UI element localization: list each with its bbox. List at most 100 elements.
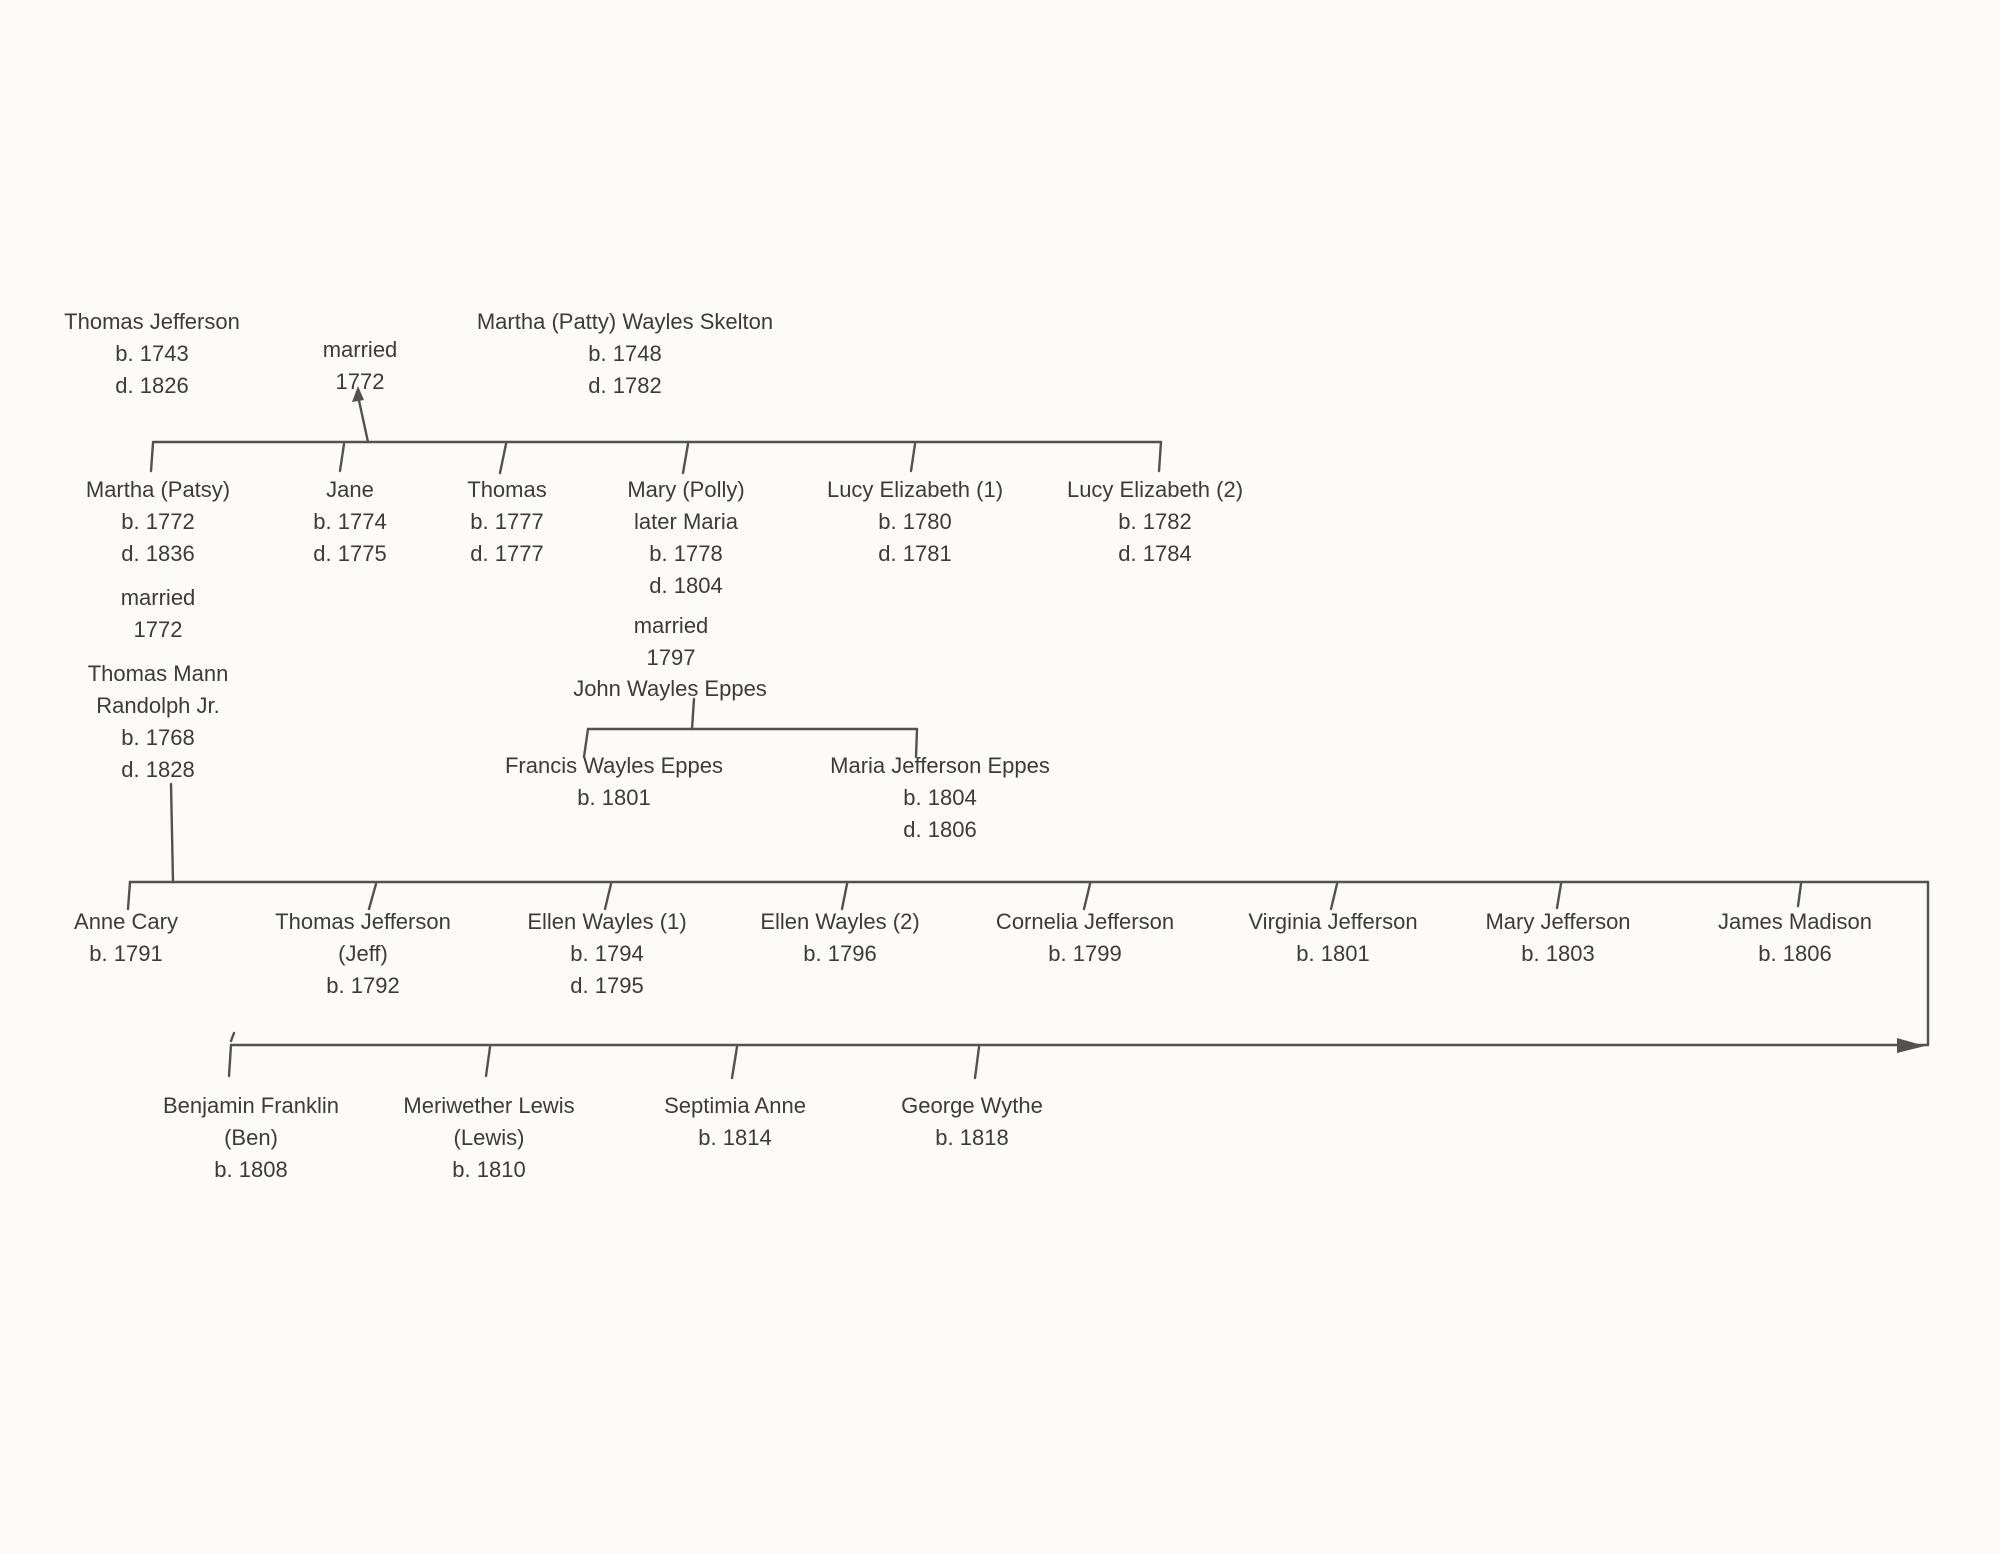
person-name: Thomas Jefferson bbox=[64, 309, 240, 334]
person-name: Virginia Jefferson bbox=[1248, 909, 1418, 934]
row1-tick-cornelia bbox=[1082, 882, 1092, 911]
person-died: d. 1828 bbox=[121, 757, 195, 782]
person-mary-jefferson: Mary Jefferson b. 1803 bbox=[1485, 906, 1630, 970]
row2-tick-lewis bbox=[484, 1045, 492, 1078]
person-name: Mary Jefferson bbox=[1485, 909, 1631, 934]
person-alias: later Maria bbox=[634, 509, 738, 534]
marriage-label: married bbox=[120, 585, 196, 610]
person-born: b. 1778 bbox=[649, 541, 723, 566]
person-died: d. 1795 bbox=[570, 973, 644, 998]
person-name: John Wayles Eppes bbox=[573, 676, 767, 701]
person-meriwether-lewis: Meriwether Lewis (Lewis) b. 1810 bbox=[403, 1090, 574, 1186]
person-lucy-elizabeth-1: Lucy Elizabeth (1) b. 1780 d. 1781 bbox=[827, 474, 1003, 570]
person-name: Martha (Patty) Wayles Skelton bbox=[476, 309, 774, 334]
person-born: b. 1808 bbox=[214, 1157, 288, 1182]
row1-tick-james bbox=[1796, 882, 1803, 908]
row1-tick-virginia bbox=[1329, 882, 1339, 911]
person-born: b. 1791 bbox=[89, 941, 163, 966]
person-name: George Wythe bbox=[901, 1093, 1043, 1118]
marriage-polly-eppes: married 1797 bbox=[634, 610, 709, 674]
person-john-wayles-eppes: John Wayles Eppes bbox=[573, 673, 767, 705]
marriage-year: 1797 bbox=[646, 645, 696, 670]
person-born: b. 1818 bbox=[935, 1125, 1009, 1150]
person-name: Anne Cary bbox=[74, 909, 178, 934]
row1-tick-anne bbox=[126, 880, 132, 911]
person-died: d. 1836 bbox=[121, 541, 195, 566]
row2-tick-george bbox=[973, 1045, 981, 1080]
marriage-patsy-randolph: married 1772 bbox=[121, 582, 196, 646]
person-name: Mary (Polly) bbox=[627, 477, 745, 502]
person-born: b. 1743 bbox=[115, 341, 189, 366]
row2-tick-septimia bbox=[730, 1045, 739, 1080]
person-name: Cornelia Jefferson bbox=[995, 909, 1175, 934]
row1-tick-ellen2 bbox=[840, 882, 849, 911]
person-cornelia-jefferson: Cornelia Jefferson b. 1799 bbox=[996, 906, 1174, 970]
person-ellen-wayles-1: Ellen Wayles (1) b. 1794 d. 1795 bbox=[527, 906, 686, 1002]
person-name: Maria Jefferson Eppes bbox=[830, 753, 1050, 778]
person-martha-patsy: Martha (Patsy) b. 1772 d. 1836 bbox=[86, 474, 230, 570]
person-anne-cary: Anne Cary b. 1791 bbox=[74, 906, 178, 970]
person-born: b. 1801 bbox=[577, 785, 651, 810]
person-name: Lucy Elizabeth (1) bbox=[826, 477, 1004, 502]
person-born: b. 1810 bbox=[452, 1157, 526, 1182]
person-born: b. 1799 bbox=[1048, 941, 1122, 966]
person-alias: (Jeff) bbox=[338, 941, 388, 966]
person-died: d. 1826 bbox=[115, 373, 189, 398]
person-name: Meriwether Lewis bbox=[403, 1093, 575, 1118]
person-born: b. 1796 bbox=[803, 941, 877, 966]
marriage-year: 1772 bbox=[133, 617, 183, 642]
person-died: d. 1806 bbox=[903, 817, 977, 842]
person-maria-jefferson-eppes: Maria Jefferson Eppes b. 1804 d. 1806 bbox=[830, 750, 1050, 846]
gen2-tick-thomas bbox=[498, 442, 508, 475]
arrowhead-up-icon bbox=[352, 386, 364, 402]
row2-pen-start-mark bbox=[229, 1031, 236, 1043]
person-name: Jane bbox=[326, 477, 374, 502]
person-born: b. 1748 bbox=[588, 341, 662, 366]
person-benjamin-franklin: Benjamin Franklin (Ben) b. 1808 bbox=[163, 1090, 339, 1186]
person-mary-polly: Mary (Polly) later Maria b. 1778 d. 1804 bbox=[627, 474, 744, 602]
person-born: b. 1774 bbox=[313, 509, 387, 534]
person-thomas-jefferson-sr: Thomas Jefferson b. 1743 d. 1826 bbox=[64, 306, 240, 402]
person-name: Ellen Wayles (1) bbox=[527, 909, 687, 934]
person-alias: (Ben) bbox=[224, 1125, 278, 1150]
person-virginia-jefferson: Virginia Jefferson b. 1801 bbox=[1248, 906, 1417, 970]
marriage-label: married bbox=[633, 613, 709, 638]
person-name: Francis Wayles Eppes bbox=[504, 753, 724, 778]
person-name: Benjamin Franklin bbox=[162, 1093, 340, 1118]
person-ellen-wayles-2: Ellen Wayles (2) b. 1796 bbox=[760, 906, 919, 970]
gen2-tick-lucy1 bbox=[909, 442, 917, 473]
person-died: d. 1777 bbox=[470, 541, 544, 566]
marriage-year: 1772 bbox=[335, 369, 385, 394]
person-born: b. 1803 bbox=[1521, 941, 1595, 966]
arrowhead-right-icon bbox=[1897, 1038, 1925, 1053]
person-born: b. 1792 bbox=[326, 973, 400, 998]
person-born: b. 1814 bbox=[698, 1125, 772, 1150]
person-born: b. 1780 bbox=[878, 509, 952, 534]
person-septimia-anne: Septimia Anne b. 1814 bbox=[664, 1090, 806, 1154]
person-name: James Madison bbox=[1717, 909, 1873, 934]
gen2-tick-polly bbox=[681, 442, 690, 475]
marriage-connector-line bbox=[356, 394, 370, 444]
person-francis-wayles-eppes: Francis Wayles Eppes b. 1801 bbox=[505, 750, 723, 814]
gen2-tick-martha bbox=[149, 441, 155, 473]
person-born: b. 1801 bbox=[1296, 941, 1370, 966]
randolph-descent-line bbox=[169, 782, 175, 884]
person-alias: (Lewis) bbox=[453, 1125, 525, 1150]
person-born: b. 1768 bbox=[121, 725, 195, 750]
eppes-tick-francis bbox=[582, 727, 590, 759]
eppes-descent-line bbox=[690, 697, 696, 731]
person-died: d. 1775 bbox=[313, 541, 387, 566]
person-name: Thomas Jefferson bbox=[275, 909, 451, 934]
person-died: d. 1784 bbox=[1118, 541, 1192, 566]
marriage-label: married bbox=[322, 337, 398, 362]
person-born: b. 1777 bbox=[470, 509, 544, 534]
person-thomas-jr: Thomas b. 1777 d. 1777 bbox=[467, 474, 546, 570]
person-name: Lucy Elizabeth (2) bbox=[1066, 477, 1244, 502]
person-name: Martha (Patsy) bbox=[85, 477, 231, 502]
person-name-2: Randolph Jr. bbox=[96, 693, 220, 718]
person-name: Thomas Mann bbox=[87, 661, 229, 686]
person-born: b. 1804 bbox=[903, 785, 977, 810]
person-died: d. 1782 bbox=[588, 373, 662, 398]
